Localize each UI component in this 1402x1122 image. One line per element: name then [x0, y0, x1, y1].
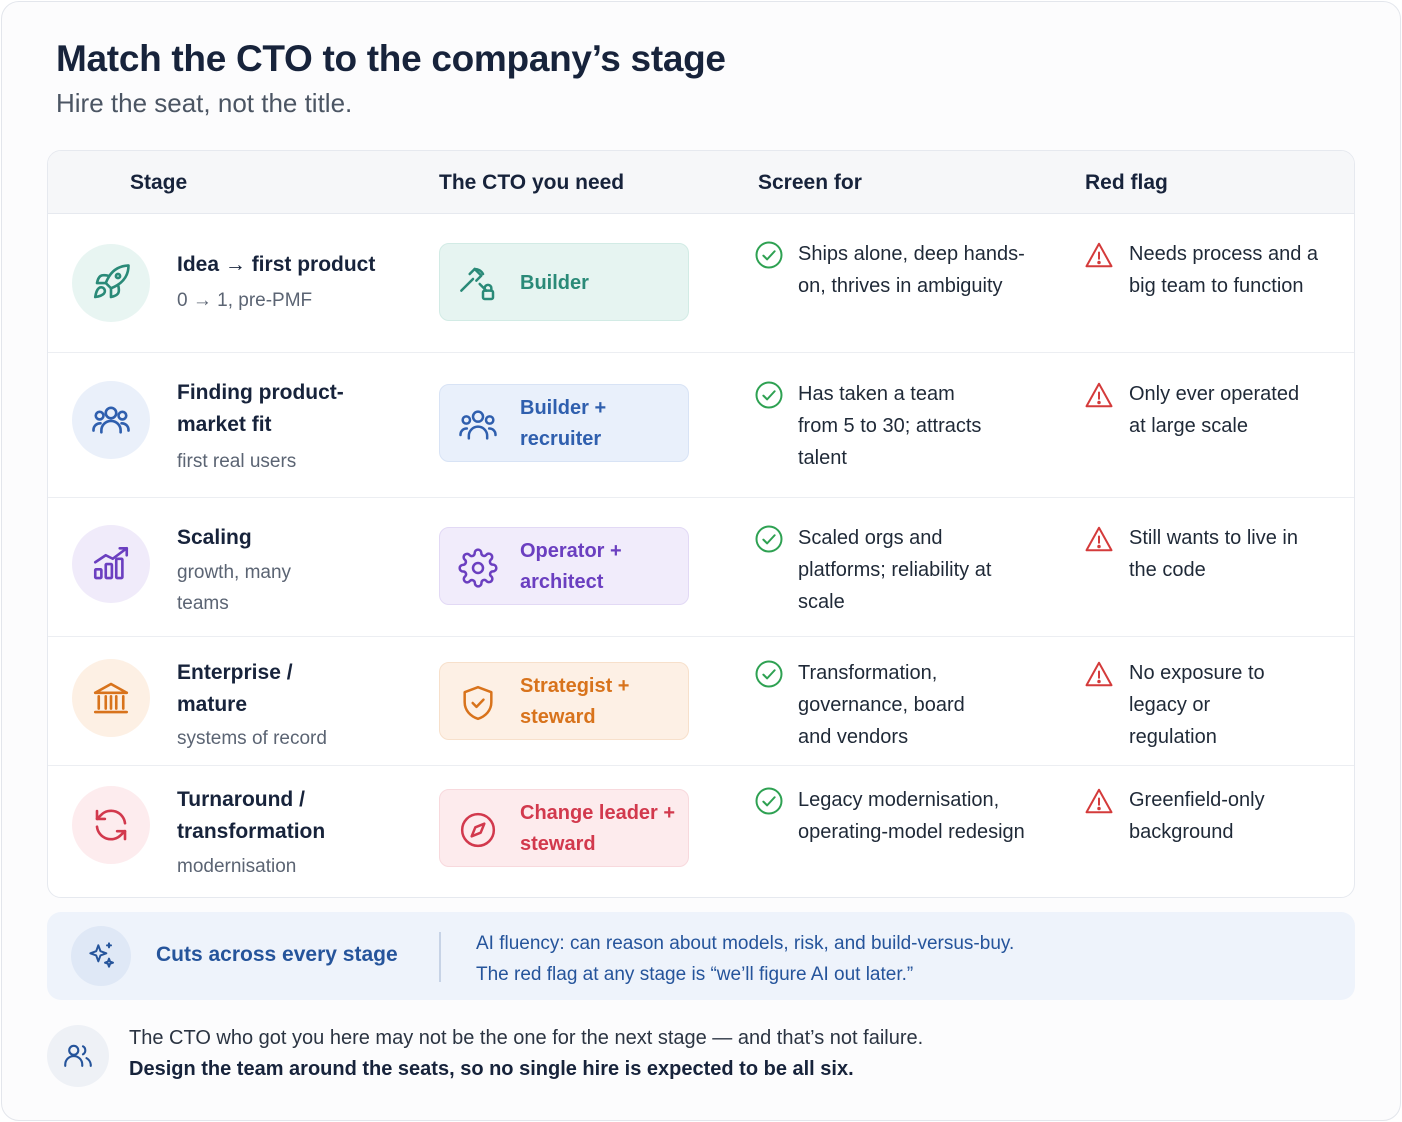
stage-title: Enterprise / mature: [177, 661, 293, 716]
cross-stage-callout: Cuts across every stage AI fluency: can …: [47, 912, 1355, 1000]
check-circle-icon: [755, 787, 783, 815]
stage-subtitle: 0 → 1, pre-PMF: [177, 290, 313, 311]
cto-label: Operator + architect: [520, 540, 622, 593]
cto-pill: Strategist + steward: [439, 662, 689, 740]
warning-icon: [1085, 526, 1113, 552]
table-header: Stage The CTO you need Screen for Red fl…: [48, 151, 1354, 214]
footer-emphasis: Design the team around the seats, so no …: [129, 1058, 854, 1080]
table-row: Enterprise / mature systems of record St…: [48, 637, 1354, 766]
check-circle-icon: [755, 241, 783, 269]
table-row: Finding product-market fit first real us…: [48, 353, 1354, 498]
shield-icon: [463, 685, 493, 721]
warning-icon: [1085, 382, 1113, 408]
cto-label: Change leader + steward: [520, 802, 676, 855]
cto-pill: Builder + recruiter: [439, 384, 689, 462]
callout-title: Cuts across every stage: [156, 943, 398, 966]
cto-pill: Change leader + steward: [439, 789, 689, 867]
red-flag-text: No exposure to legacy or regulation: [1129, 662, 1265, 748]
table-row: Scaling growth, many teams Operator + ar…: [48, 498, 1354, 637]
table-row: Turnaround / transformation modernisatio…: [48, 766, 1354, 897]
red-flag-text: Only ever operated at large scale: [1129, 383, 1300, 437]
stage-table: Stage The CTO you need Screen for Red fl…: [47, 150, 1355, 898]
red-flag-text: Needs process and a big team to function: [1129, 243, 1319, 297]
screen-for-text: Transformation, governance, board and ve…: [798, 662, 965, 748]
hammer-icon: [460, 267, 495, 301]
stage-title: Finding product-market fit: [177, 381, 344, 436]
bank-icon: [72, 659, 150, 737]
stage-subtitle: modernisation: [177, 856, 297, 877]
table-row: Idea → first product 0 → 1, pre-PMF Buil…: [48, 214, 1354, 353]
warning-icon: [1085, 661, 1113, 687]
check-circle-icon: [755, 660, 783, 688]
stage-subtitle: first real users: [177, 451, 297, 472]
stage-subtitle: growth, many teams: [177, 562, 292, 614]
team-icon: [459, 410, 497, 440]
cto-pill: Operator + architect: [439, 527, 689, 605]
column-header-cto: The CTO you need: [439, 171, 625, 194]
screen-for-text: Scaled orgs and platforms; reliability a…: [798, 527, 992, 613]
stage-title: Idea → first product: [177, 253, 376, 276]
callout-text: AI fluency: can reason about models, ris…: [476, 928, 1336, 990]
users-icon: [72, 381, 150, 459]
callout-line-1: AI fluency: can reason about models, ris…: [476, 933, 1015, 954]
callout-line-2: The red flag at any stage is “we’ll figu…: [476, 964, 914, 985]
callout-divider: [439, 932, 441, 982]
stage-title: Scaling: [177, 526, 252, 549]
people-icon: [47, 1025, 109, 1087]
warning-icon: [1085, 788, 1113, 814]
red-flag-text: Still wants to live in the code: [1129, 527, 1298, 581]
stage-title: Turnaround / transformation: [177, 788, 326, 843]
check-circle-icon: [755, 525, 783, 553]
red-flag-text: Greenfield-only background: [1129, 789, 1265, 843]
warning-icon: [1085, 242, 1113, 268]
cto-label: Builder: [520, 272, 589, 294]
cto-label: Strategist + steward: [520, 675, 630, 728]
cto-pill: Builder: [439, 243, 689, 321]
check-circle-icon: [755, 381, 783, 409]
cto-label: Builder + recruiter: [520, 397, 607, 450]
footer-note: The CTO who got you here may not be the …: [129, 1027, 924, 1049]
compass-icon: [460, 812, 496, 848]
bar-chart-icon: [72, 525, 150, 603]
screen-for-text: Legacy modernisation, operating-model re…: [798, 789, 1025, 843]
column-header-flag: Red flag: [1085, 171, 1168, 194]
stage-subtitle: systems of record: [177, 728, 327, 749]
gear-icon: [458, 548, 498, 588]
rocket-icon: [72, 244, 150, 322]
page-title: Match the CTO to the company’s stage: [56, 38, 726, 79]
page-subtitle: Hire the seat, not the title.: [56, 88, 353, 118]
sparkle-icon: [71, 926, 131, 986]
refresh-icon: [72, 786, 150, 864]
screen-for-text: Has taken a team from 5 to 30; attracts …: [798, 383, 982, 469]
column-header-stage: Stage: [130, 171, 188, 194]
column-header-screen: Screen for: [758, 171, 862, 194]
screen-for-text: Ships alone, deep hands-on, thrives in a…: [798, 243, 1025, 297]
